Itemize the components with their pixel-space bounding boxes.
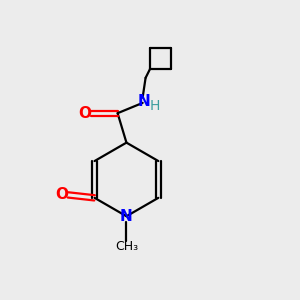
Text: CH₃: CH₃ <box>115 240 138 253</box>
Text: N: N <box>138 94 151 109</box>
Text: H: H <box>150 99 160 113</box>
Text: O: O <box>55 188 68 202</box>
Text: N: N <box>120 209 133 224</box>
Text: O: O <box>78 106 91 121</box>
